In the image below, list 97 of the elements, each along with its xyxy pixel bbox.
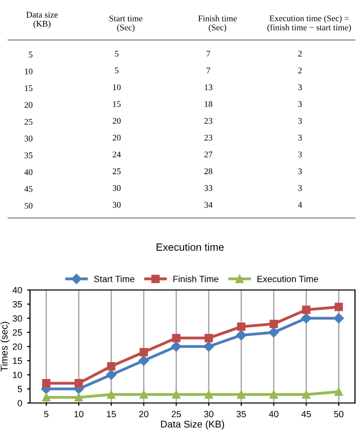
data-label: 13	[204, 84, 212, 90]
data-label: 15	[113, 101, 121, 107]
data-label: 34	[204, 202, 213, 208]
x-tick-label: 40	[268, 410, 278, 418]
x-tick-label: 35	[236, 410, 246, 418]
chart-title: Execution time	[156, 243, 224, 251]
point	[270, 390, 278, 399]
data-label: 18	[204, 101, 212, 107]
y-tick-label: 25	[24, 118, 32, 125]
point	[301, 313, 312, 324]
y-tick-label: 10	[24, 68, 32, 74]
x-tick-label: Execution time (Sec) = (finish time − start time)	[267, 15, 351, 32]
point	[172, 334, 180, 342]
point	[42, 379, 50, 388]
point	[237, 390, 246, 399]
data-label: 28	[204, 168, 212, 174]
point	[204, 334, 213, 342]
data-label: 27	[204, 152, 212, 158]
point	[204, 341, 214, 352]
x-tick-label: Start time (Sec)	[110, 16, 142, 32]
legend-label: Finish Time	[173, 276, 218, 282]
point	[138, 356, 149, 366]
legend-label: Execution Time	[257, 276, 318, 282]
data-label: 25	[112, 168, 121, 174]
data-label: 23	[204, 134, 212, 141]
data-label: 3	[298, 101, 302, 107]
data-label: 23	[204, 118, 212, 124]
y-tick-label: 40	[12, 286, 22, 294]
data-label: 30	[112, 202, 121, 208]
y-tick-label: 20	[12, 343, 22, 350]
data-label: 3	[298, 84, 302, 90]
point	[270, 320, 278, 328]
point	[74, 393, 83, 402]
y-tick-label: 5	[28, 52, 32, 58]
data-label: 5	[115, 50, 118, 57]
data-label: 20	[112, 134, 121, 141]
y-tick-label: 25	[12, 329, 22, 336]
x-tick-label: 45	[301, 410, 311, 418]
x-tick-label: 20	[139, 410, 148, 418]
data-label: 2	[298, 50, 302, 56]
data-label: 3	[298, 118, 302, 124]
x-tick-label: 25	[172, 410, 181, 418]
x-tick-label: 50	[334, 410, 344, 418]
y-tick-label: 45	[24, 186, 32, 192]
x-tick-label: 15	[106, 410, 116, 418]
point	[107, 390, 116, 399]
point	[334, 302, 343, 312]
point	[140, 390, 148, 399]
y-tick-label: 35	[24, 152, 32, 158]
point	[334, 313, 344, 324]
y-tick-label: 20	[24, 102, 32, 108]
y-tick-label: 15	[13, 358, 22, 364]
point	[42, 393, 50, 402]
point	[236, 330, 246, 340]
data-label: 2	[298, 68, 302, 74]
x-tick-label: Finish time (Sec)	[198, 15, 237, 32]
point	[302, 390, 310, 399]
point	[334, 388, 343, 396]
point	[107, 362, 116, 370]
y-tick-label: 35	[12, 301, 22, 308]
y-axis-title: Times (sec)	[0, 322, 10, 372]
point	[171, 341, 182, 352]
data-label: 3	[298, 134, 302, 141]
data-label: 4	[298, 202, 302, 208]
data-label: 30	[112, 185, 121, 191]
point	[172, 390, 180, 399]
data-label: 20	[112, 118, 121, 124]
point	[204, 390, 213, 399]
y-tick-label: 30	[24, 136, 32, 142]
point	[268, 327, 279, 338]
data-label: 3	[298, 168, 302, 174]
legend-label: Start Time	[94, 276, 134, 282]
point	[237, 322, 246, 331]
point	[74, 379, 83, 388]
y-tick-label: 40	[24, 169, 32, 176]
y-axis-title: Data size (KB)	[26, 12, 58, 28]
point	[140, 348, 148, 356]
y-tick-label: 15	[24, 85, 32, 92]
data-label: 24	[112, 152, 121, 158]
data-label: 7	[206, 68, 210, 74]
data-label: 3	[298, 152, 302, 158]
y-tick-label: 50	[24, 202, 32, 209]
data-label: 5	[115, 68, 118, 74]
data-label: 33	[204, 185, 212, 191]
y-tick-label: 30	[12, 315, 22, 322]
point	[106, 370, 116, 380]
x-tick-label: 30	[204, 410, 214, 418]
data-label: 3	[298, 185, 302, 191]
x-axis-title: Data Size (KB)	[161, 420, 224, 430]
point	[302, 306, 310, 314]
x-tick-label: 5	[44, 410, 48, 418]
y-tick-label: 5	[18, 386, 22, 392]
data-label: 7	[206, 50, 210, 56]
y-tick-label: 10	[13, 372, 22, 378]
y-tick-label: 0	[18, 400, 22, 406]
data-label: 10	[113, 84, 121, 90]
x-tick-label: 10	[74, 410, 84, 418]
